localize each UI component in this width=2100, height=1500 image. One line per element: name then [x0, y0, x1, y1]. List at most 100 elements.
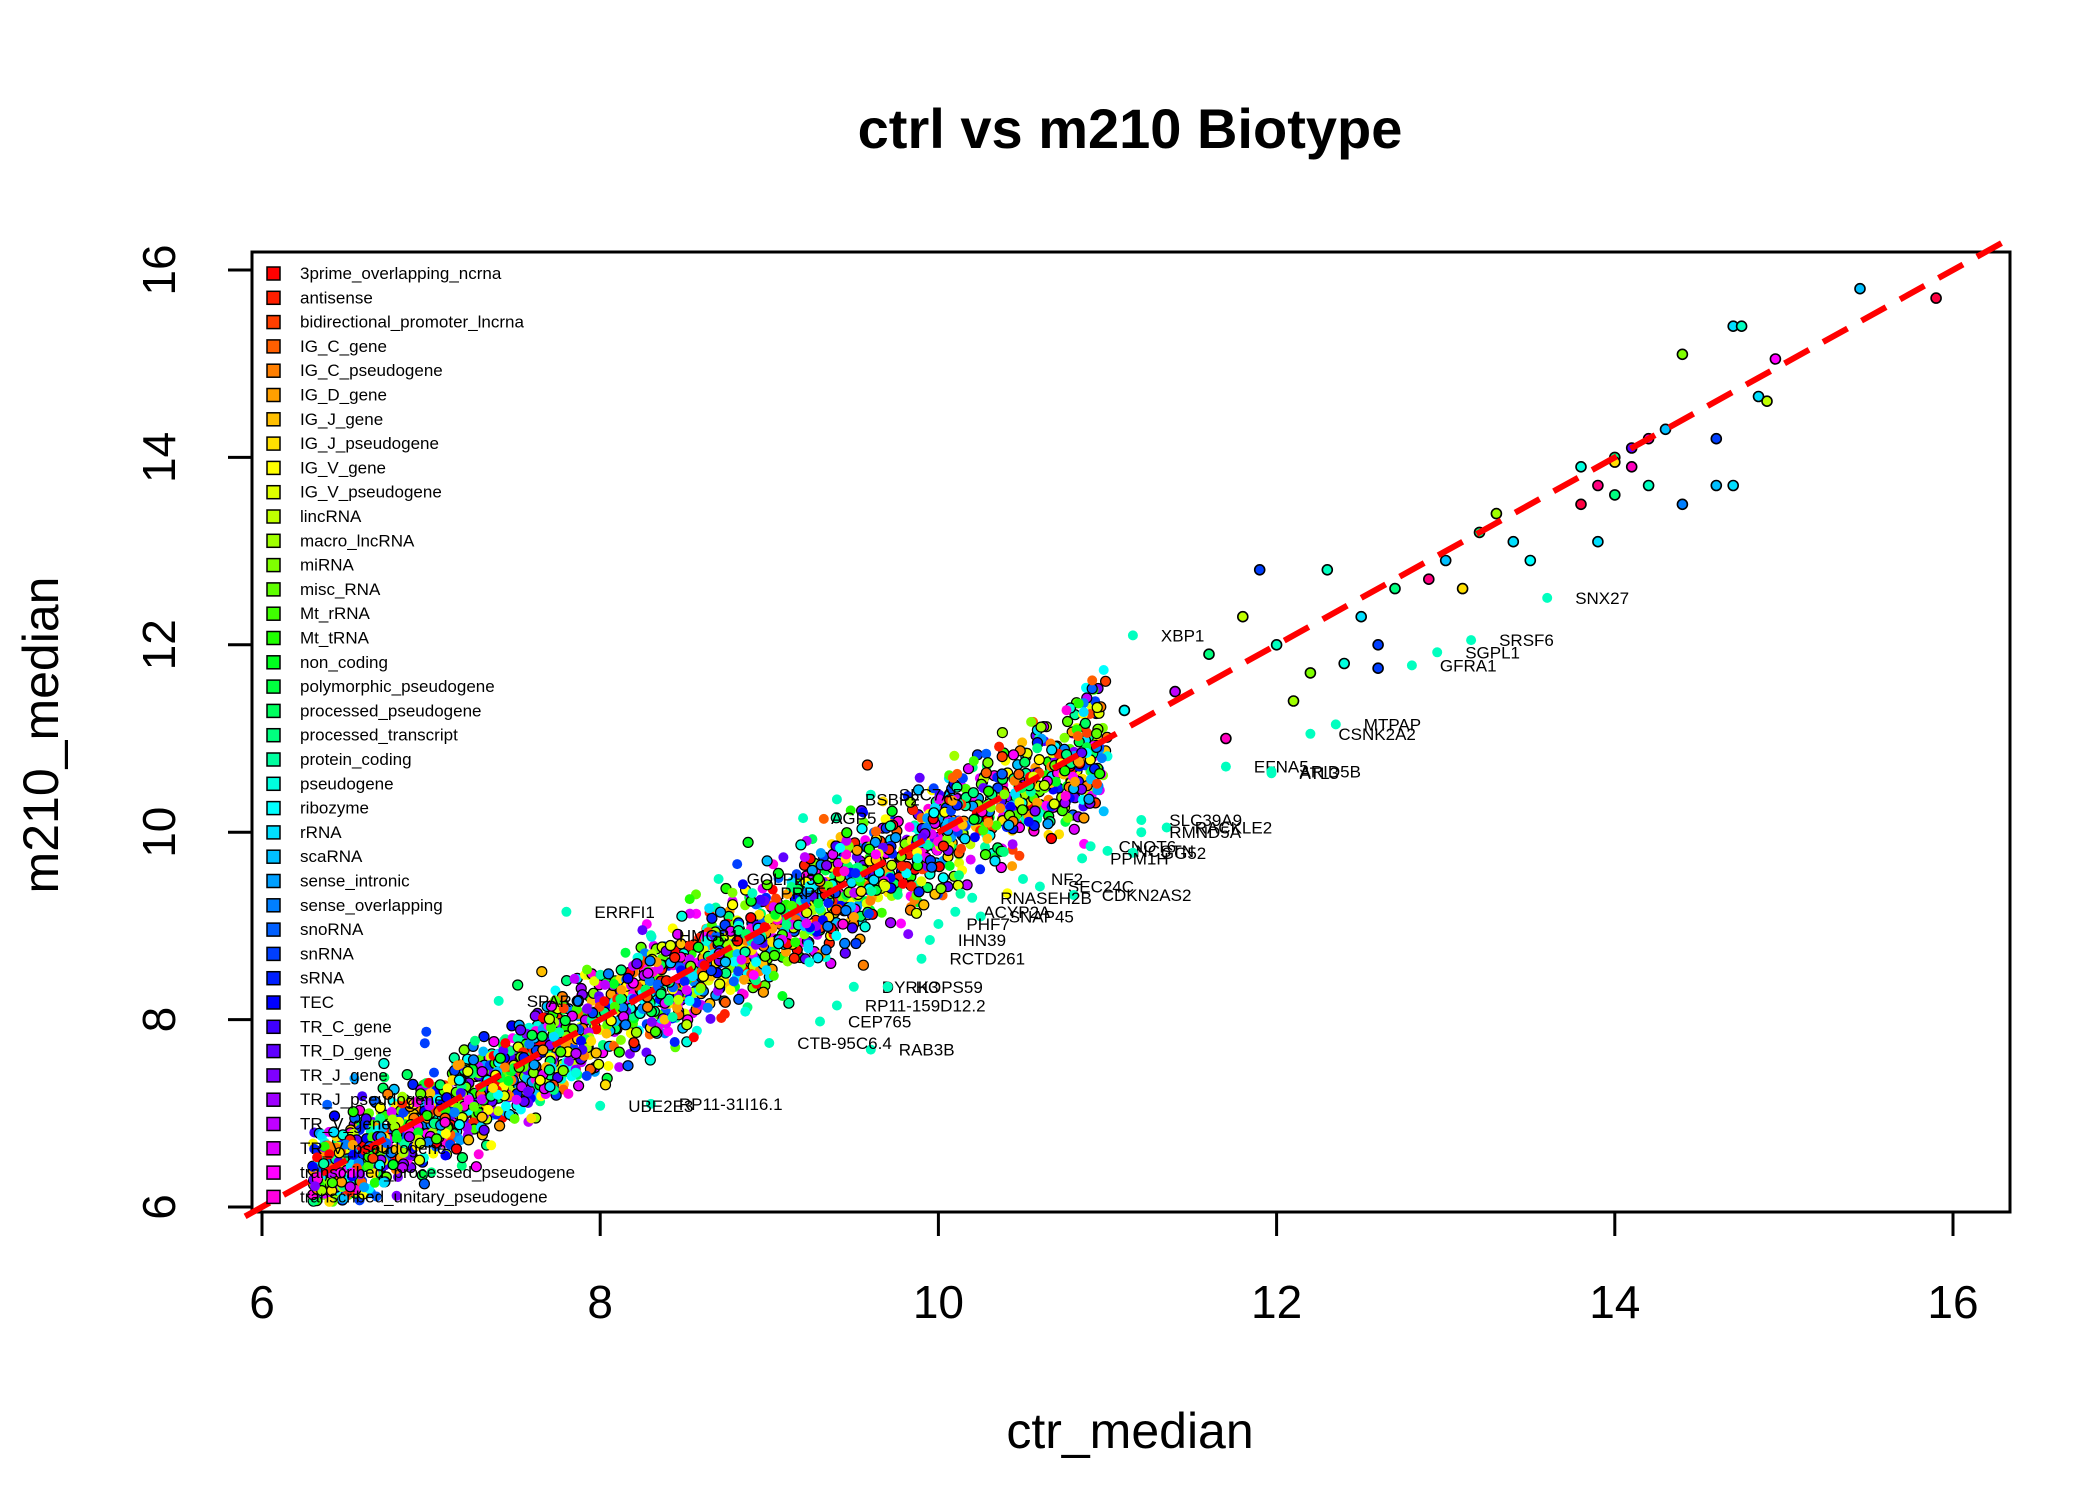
data-point	[754, 909, 765, 920]
data-point	[398, 1147, 409, 1158]
data-point	[589, 976, 600, 987]
data-point	[659, 1014, 670, 1025]
data-point	[871, 826, 881, 837]
data-point	[777, 991, 788, 1001]
legend-swatch	[266, 752, 281, 767]
legend-item: TR_V_pseudogene	[266, 1139, 447, 1158]
data-point	[663, 1026, 674, 1037]
data-point	[307, 1161, 318, 1172]
data-point	[641, 1001, 654, 1013]
data-point	[676, 910, 688, 922]
data-point	[592, 1058, 605, 1070]
legend-item: sense_intronic	[266, 872, 410, 891]
data-point	[1007, 861, 1018, 872]
data-point	[328, 1110, 341, 1122]
legend-swatch	[266, 655, 281, 670]
data-point	[768, 970, 779, 981]
point-label: MTPAP	[1364, 715, 1421, 734]
data-point	[687, 971, 698, 982]
legend-label: misc_RNA	[300, 580, 381, 599]
point-label: ACYP2A	[983, 903, 1051, 922]
data-point	[982, 757, 994, 769]
legend-label: ribozyme	[300, 799, 369, 818]
data-point	[397, 1091, 408, 1102]
legend-label: TR_J_gene	[300, 1066, 388, 1085]
point-label: CDKN2AS2	[1102, 886, 1192, 905]
legend-item: rRNA	[266, 823, 342, 842]
legend-swatch	[266, 1116, 281, 1132]
legend-label: bidirectional_promoter_lncrna	[300, 313, 525, 332]
data-point	[1575, 460, 1587, 473]
data-point	[681, 985, 692, 996]
data-point	[411, 1097, 422, 1108]
legend-label: sense_overlapping	[300, 896, 443, 915]
data-point	[1082, 727, 1093, 738]
labeled-data-point	[561, 906, 572, 917]
data-point	[839, 947, 851, 959]
point-label: RNASEH2B	[1000, 889, 1092, 908]
labeled-data-point	[1542, 592, 1553, 603]
data-point	[975, 864, 986, 875]
data-point	[719, 996, 731, 1008]
data-point	[791, 869, 802, 880]
data-point	[692, 941, 705, 953]
data-point	[672, 1002, 683, 1013]
data-point	[983, 817, 994, 828]
legend-swatch	[266, 849, 281, 864]
legend-label: IG_V_gene	[300, 458, 386, 477]
data-point	[555, 1046, 567, 1058]
data-point	[705, 964, 717, 977]
data-point	[1029, 805, 1041, 817]
legend-label: IG_D_gene	[300, 386, 387, 405]
legend-item: 3prime_overlapping_ncrna	[266, 264, 502, 283]
labeled-data-point	[1102, 845, 1113, 856]
data-point	[453, 1118, 465, 1131]
data-point	[1033, 753, 1045, 766]
data-point	[1203, 648, 1215, 661]
data-point	[934, 794, 945, 805]
data-point	[600, 979, 610, 990]
labeled-data-point	[933, 919, 944, 929]
legend-item: protein_coding	[266, 750, 412, 769]
data-point	[415, 1088, 427, 1100]
data-point	[1456, 582, 1469, 595]
data-point	[478, 1124, 490, 1136]
data-point	[962, 763, 975, 775]
data-point	[725, 985, 736, 996]
legend-label: IG_J_gene	[300, 410, 383, 429]
data-point	[324, 1149, 335, 1160]
data-point	[768, 949, 781, 962]
data-point	[500, 1038, 511, 1049]
data-point	[1389, 582, 1401, 595]
legend-swatch	[266, 266, 281, 281]
data-point	[1059, 732, 1070, 743]
data-point	[536, 1030, 548, 1043]
labeled-data-point	[1077, 853, 1088, 864]
data-point	[761, 879, 773, 891]
data-point	[913, 886, 925, 898]
labeled-data-point	[924, 935, 935, 945]
data-point	[1014, 850, 1025, 861]
data-point	[1079, 717, 1092, 730]
data-point	[537, 1044, 549, 1056]
data-point	[968, 813, 980, 826]
legend-swatch	[266, 412, 281, 427]
legend-swatch	[266, 776, 281, 792]
data-point	[996, 726, 1009, 739]
legend-swatch	[266, 679, 281, 694]
legend-label: pseudogene	[300, 774, 394, 793]
data-point	[1045, 832, 1058, 845]
data-point	[1078, 707, 1089, 718]
data-point	[413, 1154, 426, 1166]
data-point	[1507, 535, 1520, 548]
data-point	[1372, 662, 1384, 675]
data-point	[822, 920, 834, 933]
data-point	[664, 939, 677, 952]
data-point	[571, 995, 583, 1007]
data-point	[669, 1037, 680, 1047]
data-point	[377, 1122, 388, 1133]
labeled-data-point	[1085, 841, 1096, 852]
point-label: SNAP45	[1009, 908, 1074, 927]
labeled-data-point	[950, 906, 961, 917]
data-point	[804, 880, 815, 891]
